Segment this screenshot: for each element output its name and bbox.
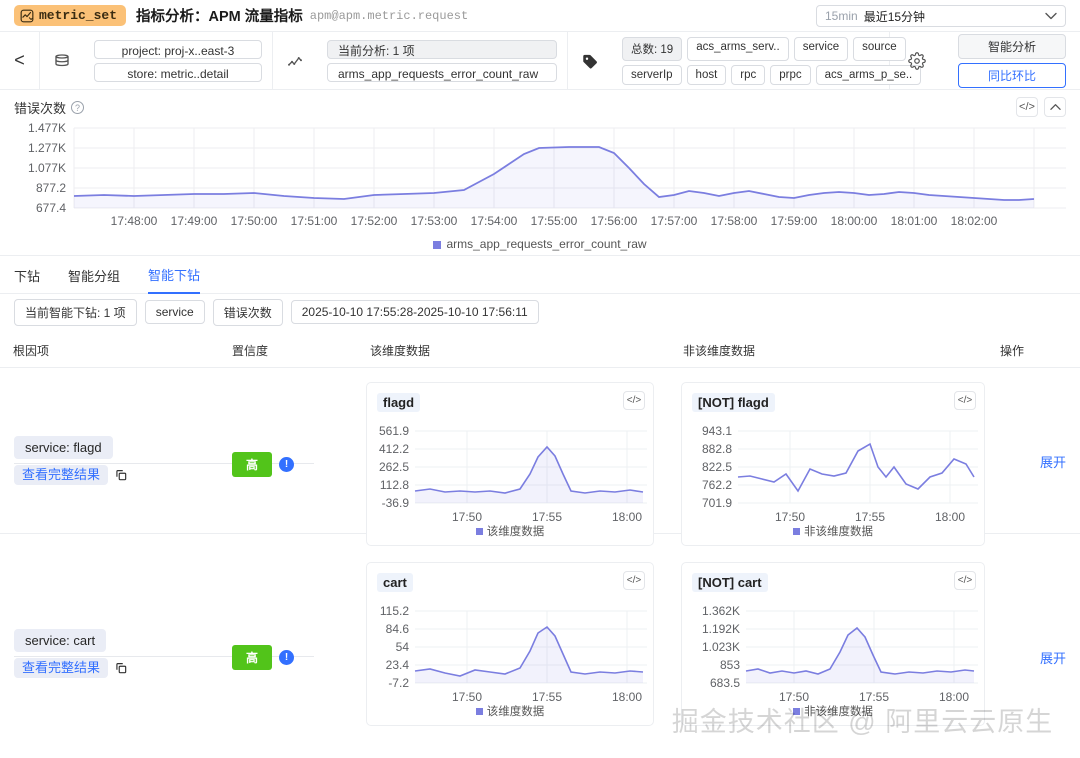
svg-text:17:55:00: 17:55:00 bbox=[531, 214, 578, 228]
svg-text:882.8: 882.8 bbox=[702, 442, 732, 456]
svg-text:18:00: 18:00 bbox=[935, 510, 965, 524]
svg-text:17:49:00: 17:49:00 bbox=[171, 214, 218, 228]
svg-text:18:02:00: 18:02:00 bbox=[951, 214, 998, 228]
svg-text:701.9: 701.9 bbox=[702, 496, 732, 510]
svg-text:1.077K: 1.077K bbox=[28, 161, 66, 175]
svg-text:17:50:00: 17:50:00 bbox=[231, 214, 278, 228]
svg-text:412.2: 412.2 bbox=[379, 442, 409, 456]
svg-text:17:55: 17:55 bbox=[855, 510, 885, 524]
svg-text:-7.2: -7.2 bbox=[388, 676, 409, 690]
svg-text:18:00: 18:00 bbox=[612, 690, 642, 704]
svg-text:943.1: 943.1 bbox=[702, 424, 732, 438]
svg-text:18:01:00: 18:01:00 bbox=[891, 214, 938, 228]
svg-text:853: 853 bbox=[720, 658, 740, 672]
svg-text:54: 54 bbox=[396, 640, 410, 654]
svg-text:17:55: 17:55 bbox=[532, 510, 562, 524]
svg-text:17:48:00: 17:48:00 bbox=[111, 214, 158, 228]
svg-text:115.2: 115.2 bbox=[380, 604, 409, 618]
svg-text:112.8: 112.8 bbox=[380, 478, 409, 492]
svg-text:17:50: 17:50 bbox=[452, 690, 482, 704]
svg-text:262.5: 262.5 bbox=[379, 460, 409, 474]
svg-text:17:57:00: 17:57:00 bbox=[651, 214, 698, 228]
svg-text:18:00: 18:00 bbox=[612, 510, 642, 524]
svg-text:1.277K: 1.277K bbox=[28, 141, 66, 155]
svg-text:1.477K: 1.477K bbox=[28, 121, 66, 135]
svg-text:1.023K: 1.023K bbox=[702, 640, 740, 654]
svg-text:17:59:00: 17:59:00 bbox=[771, 214, 818, 228]
svg-text:17:58:00: 17:58:00 bbox=[711, 214, 758, 228]
svg-text:-36.9: -36.9 bbox=[382, 496, 410, 510]
svg-text:17:56:00: 17:56:00 bbox=[591, 214, 638, 228]
svg-text:561.9: 561.9 bbox=[379, 424, 409, 438]
svg-text:683.5: 683.5 bbox=[710, 676, 740, 690]
svg-text:1.192K: 1.192K bbox=[702, 622, 740, 636]
svg-text:762.2: 762.2 bbox=[702, 478, 732, 492]
svg-text:17:54:00: 17:54:00 bbox=[471, 214, 518, 228]
svg-text:17:51:00: 17:51:00 bbox=[291, 214, 338, 228]
svg-text:17:52:00: 17:52:00 bbox=[351, 214, 398, 228]
svg-text:1.362K: 1.362K bbox=[702, 604, 740, 618]
svg-text:822.5: 822.5 bbox=[702, 460, 732, 474]
svg-text:84.6: 84.6 bbox=[386, 622, 410, 636]
svg-text:17:53:00: 17:53:00 bbox=[411, 214, 458, 228]
svg-text:23.4: 23.4 bbox=[386, 658, 410, 672]
svg-text:17:50: 17:50 bbox=[775, 510, 805, 524]
svg-text:677.4: 677.4 bbox=[36, 201, 66, 215]
svg-text:18:00:00: 18:00:00 bbox=[831, 214, 878, 228]
svg-text:17:50: 17:50 bbox=[452, 510, 482, 524]
svg-text:877.2: 877.2 bbox=[36, 181, 66, 195]
svg-text:17:55: 17:55 bbox=[532, 690, 562, 704]
